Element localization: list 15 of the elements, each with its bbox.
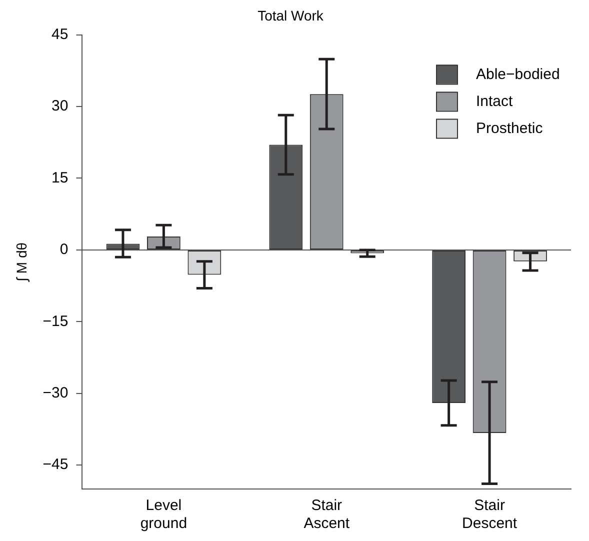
chart-title: Total Work (258, 7, 324, 24)
legend-label: Prosthetic (476, 120, 544, 137)
y-tick-label: −45 (42, 456, 68, 474)
y-tick-label: −30 (42, 384, 68, 402)
y-tick-label: 0 (60, 241, 68, 258)
y-tick-label: 45 (52, 26, 68, 43)
y-axis-title: ∫ M dθ (13, 242, 30, 282)
legend-label: Able−bodied (476, 66, 560, 83)
x-tick-label: Stair Descent (462, 497, 518, 532)
y-tick-label: −15 (42, 312, 68, 330)
y-tick-label: 15 (52, 169, 68, 186)
legend-label: Intact (476, 92, 514, 110)
x-tick-label: Level ground (140, 497, 188, 532)
y-tick-label: 30 (52, 98, 68, 115)
x-tick-label: Stair Ascent (304, 497, 350, 532)
